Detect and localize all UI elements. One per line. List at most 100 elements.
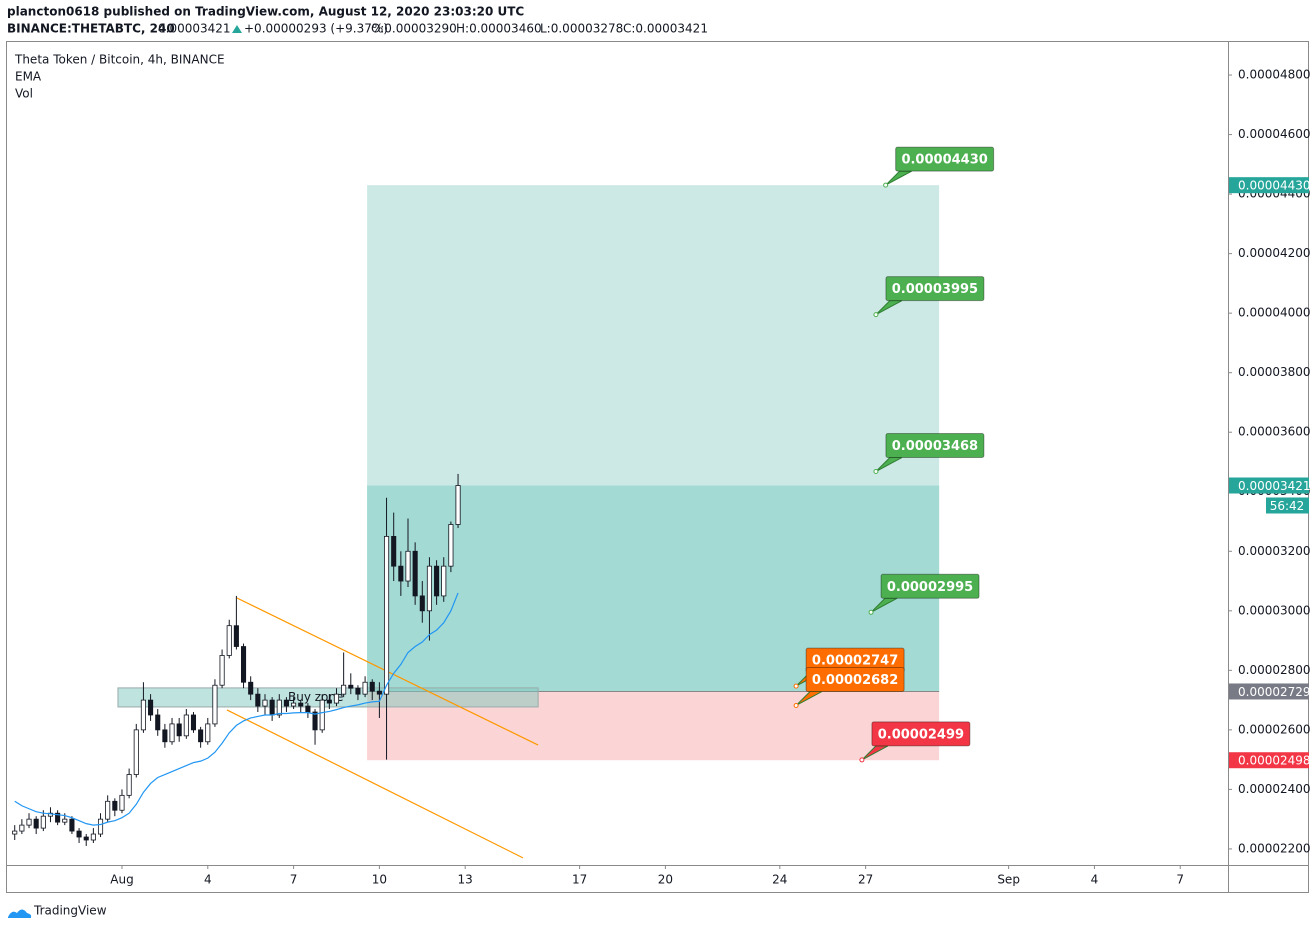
x-tick-label: 4 [1091,873,1099,887]
callout-tip [793,702,799,708]
candle-body [169,723,175,743]
candle-body [298,702,304,707]
candle-body [219,655,225,686]
price-badge-label: 0.00002729 [1238,685,1311,699]
callout-box [871,721,971,747]
candle-body [376,690,382,695]
callout-label: 0.00002747 [812,654,898,669]
callout-tail [870,597,898,613]
candle-body [441,565,447,597]
candle-body [291,702,297,707]
price-badge [1229,177,1309,194]
callout-tip [873,312,879,318]
candle-body [305,705,311,713]
candle-body [33,818,39,829]
callout-box [885,276,985,302]
legend-indicator: EMA [15,70,42,84]
x-tick-label: 27 [858,873,873,887]
candle-body [419,595,425,612]
candle-body [183,714,189,737]
candle-body [19,824,25,832]
footer-brand: TradingView [33,904,107,918]
legend-indicator: Vol [15,87,33,101]
y-tick-label: 0.00003600 [1238,425,1311,439]
channel-line [226,709,524,859]
candle-body [405,550,411,582]
high: H:0.00003460 [456,22,542,36]
y-tick-label: 0.00003200 [1238,544,1311,558]
candle-body [333,693,340,704]
buy-zone [117,687,539,708]
callout-label: 0.00002499 [878,727,964,742]
candle-body [162,729,168,743]
callout-tip [873,469,879,475]
price-badge [1229,752,1309,769]
x-tick-label: 7 [1176,873,1184,887]
y-tick-label: 0.00002800 [1238,663,1311,677]
candle-body [62,818,68,823]
ema-line [14,592,459,826]
frame [6,41,1309,893]
logo [8,909,32,918]
candle-body [119,794,125,811]
candle-body [198,729,204,743]
candle-body [369,681,375,692]
candle-body [140,699,146,731]
candle-body [448,524,454,567]
callout-label: 0.00004430 [901,153,987,168]
candle-body [26,818,32,826]
callout-tail [861,745,889,761]
x-tick-label: 20 [658,873,673,887]
candle-body [205,723,211,743]
y-tick-label: 0.00004800 [1238,68,1311,82]
candle-body [391,535,397,567]
price-badge-label: 0.00002498 [1238,754,1311,768]
candle-body [133,729,139,775]
y-tick-label: 0.00004200 [1238,246,1311,260]
candle-body [212,684,218,725]
last-price: 0.00003421 [158,22,231,36]
candle-body [362,681,368,695]
candle-body [76,830,82,838]
change: +0.00000293 (+9.37%) [244,22,388,36]
callout-label: 0.00002682 [812,673,898,688]
price-badge [1229,683,1309,700]
candle-body [69,818,75,832]
candle-body [148,699,154,716]
callout-tail [875,300,903,316]
candle-body [126,774,132,796]
callout-tip [883,182,889,188]
close: C:0.00003421 [623,22,708,36]
candle-body [269,699,275,716]
candle-body [348,684,354,689]
candle-body [90,833,96,841]
candle-body [355,687,361,695]
price-badge-label: 0.00004430 [1238,179,1311,193]
candle-body [248,681,254,695]
callout-box [880,573,980,599]
callout-tip [868,609,874,615]
low: L:0.00003278 [540,22,623,36]
candle-body [276,699,282,716]
candle-body [434,565,440,597]
candle-body [55,812,61,823]
callout-tail [875,457,903,472]
callout-label: 0.00002995 [887,580,973,595]
publish-line: plancton0618 published on TradingView.co… [7,5,524,19]
x-tick-label: Sep [997,873,1020,887]
y-tick-label: 0.00002600 [1238,722,1311,736]
candle-body [112,800,118,811]
candle-body [40,815,46,829]
open: O:0.00003290 [371,22,457,36]
candle-body [233,625,239,647]
countdown-badge [1266,497,1309,514]
x-tick-label: Aug [110,873,133,887]
y-tick-label: 0.00003000 [1238,603,1311,617]
candle-body [283,699,289,707]
y-tick-label: 0.00004000 [1238,306,1311,320]
candle-body [412,550,418,597]
candle-body [176,723,182,737]
candle-body [319,699,325,731]
